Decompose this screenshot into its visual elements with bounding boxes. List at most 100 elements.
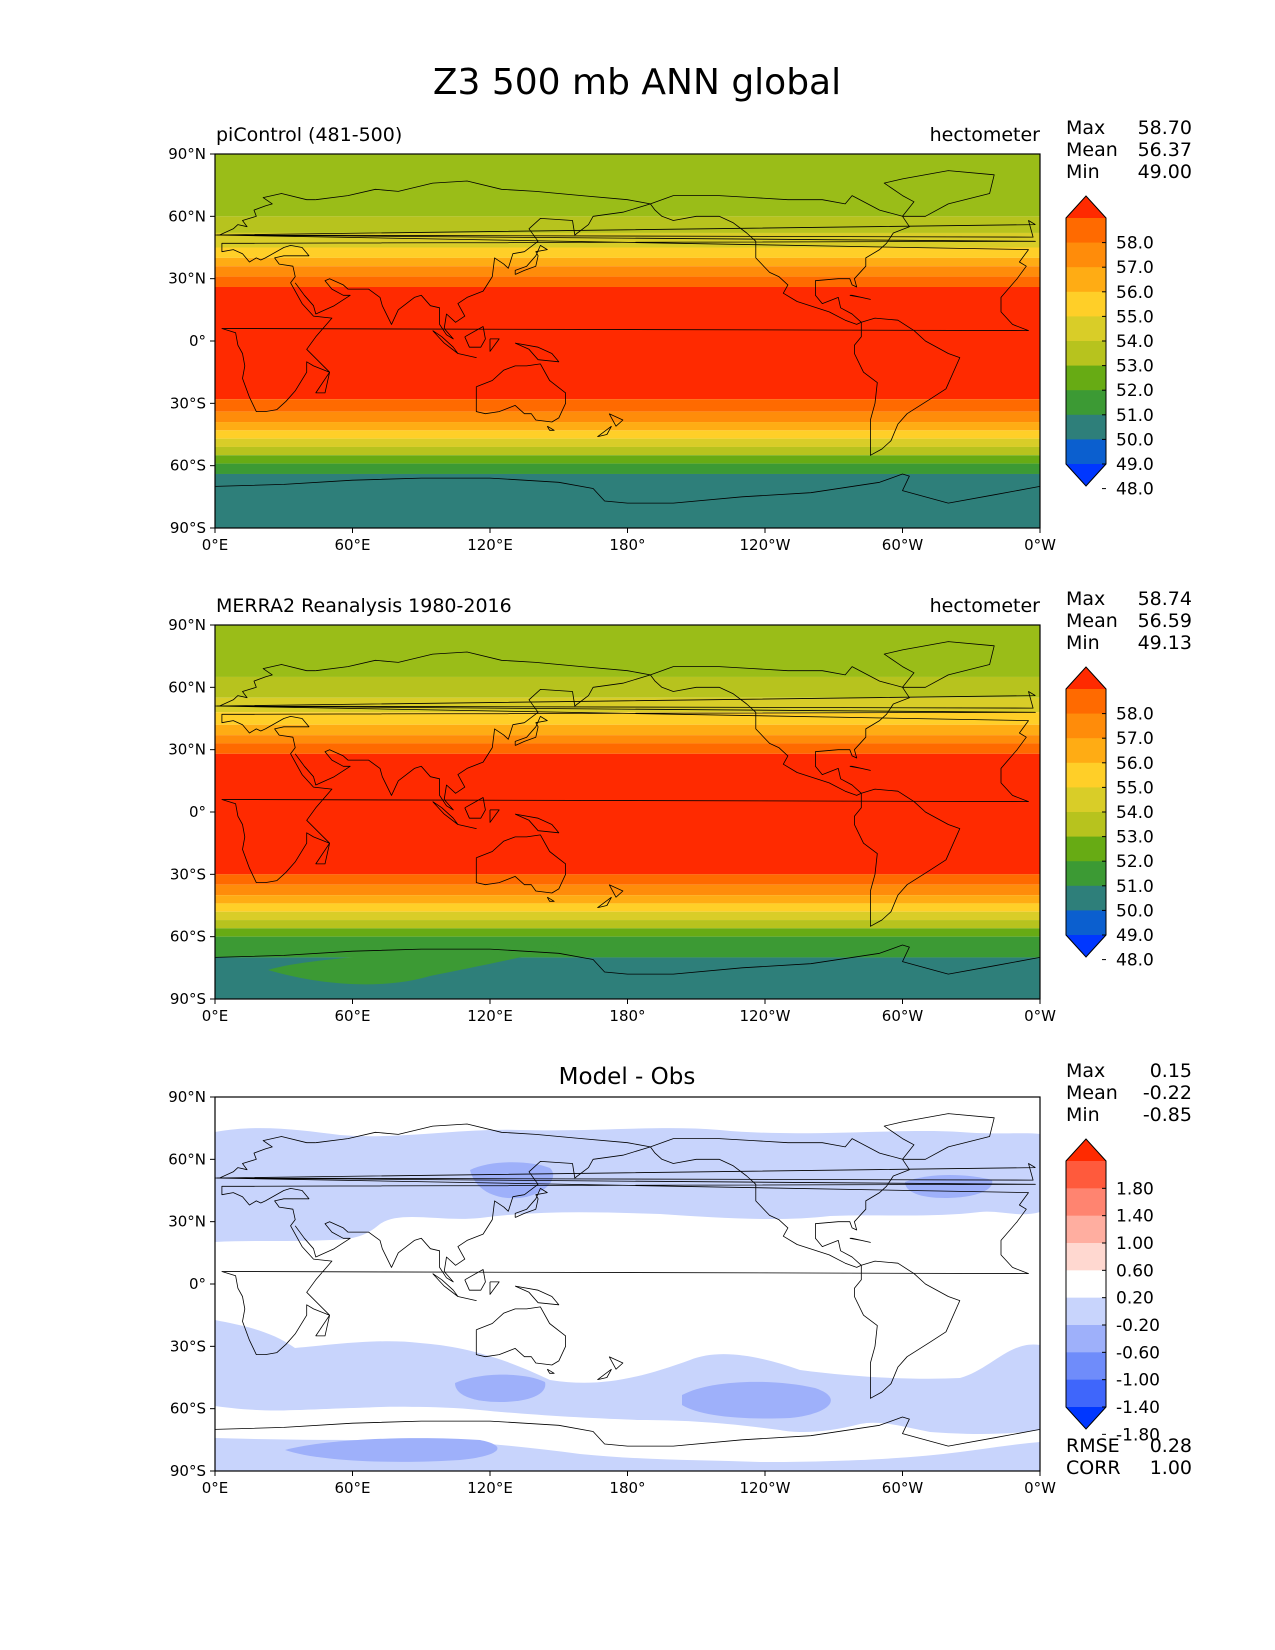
colorbar-label: 56.0 bbox=[1116, 283, 1154, 303]
x-tick-label: 180° bbox=[609, 536, 645, 554]
colorbar-segment bbox=[1066, 1297, 1106, 1326]
coastline bbox=[849, 294, 871, 300]
y-tick-label: 90°N bbox=[168, 145, 206, 163]
figure-title: Z3 500 mb ANN global bbox=[433, 62, 841, 103]
colorbar-label: 56.0 bbox=[1116, 754, 1154, 774]
x-tick-label: 60°E bbox=[334, 1007, 370, 1025]
coastline bbox=[608, 1356, 624, 1370]
y-tick-label: 30°N bbox=[168, 270, 206, 288]
coastline bbox=[849, 1237, 871, 1243]
coastlines bbox=[215, 170, 1040, 504]
colorbar-segment bbox=[1066, 1352, 1106, 1381]
coastline bbox=[216, 1163, 1036, 1181]
colorbar-label: 57.0 bbox=[1116, 729, 1154, 749]
y-tick-label: 30°S bbox=[170, 394, 206, 412]
panel-test: piControl (481-500) hectometer 0°E 60°E 12… bbox=[168, 117, 1192, 554]
colorbar-segment bbox=[1066, 390, 1106, 416]
coastline bbox=[216, 691, 1036, 709]
colorbar-segment bbox=[1066, 267, 1106, 293]
colorbar: 58.0 57.0 56.0 55.0 54.0 53.0 52.0 51.0 50.0 49.0… bbox=[1065, 195, 1154, 500]
colorbar-label: 0.60 bbox=[1116, 1261, 1154, 1281]
y-tick-label: 90°N bbox=[168, 616, 206, 634]
coastline bbox=[475, 363, 566, 423]
contour-band bbox=[215, 154, 1040, 217]
y-tick-label: 60°N bbox=[168, 678, 206, 696]
axis-ticks: 0°E 60°E 120°E 180° 120°W 60°W 0°W 90°N 60°N 30°N… bbox=[168, 1088, 1056, 1497]
contour-band bbox=[215, 753, 1040, 875]
contour-band bbox=[215, 735, 1040, 744]
y-tick-label: 30°N bbox=[168, 741, 206, 759]
stat-value: -0.22 bbox=[1143, 1082, 1192, 1104]
stat-value: 58.74 bbox=[1138, 588, 1192, 610]
contour-band bbox=[215, 874, 1040, 885]
contour-band bbox=[215, 903, 1040, 912]
contour-band bbox=[215, 422, 1040, 431]
colorbar-segment bbox=[1066, 1243, 1106, 1271]
stats-box: Max 58.70 Mean 56.37 Min 49.00 bbox=[1066, 117, 1192, 183]
y-tick-label: 90°S bbox=[170, 519, 206, 537]
contour-band bbox=[215, 455, 1040, 464]
colorbar-segment bbox=[1066, 738, 1106, 764]
contour-band bbox=[215, 266, 1040, 277]
coastline bbox=[475, 1306, 566, 1366]
coastline bbox=[546, 896, 555, 902]
contour-band bbox=[215, 928, 1040, 937]
contour-fill bbox=[215, 625, 1040, 999]
axis-ticks: 0°E 60°E 120°E 180° 120°W 60°W 0°W 90°N 60°N 30°N… bbox=[168, 145, 1056, 554]
colorbar: 1.80 1.40 1.00 0.60 0.20 -0.20 -0.60 -1.00 -1.40… bbox=[1065, 1138, 1160, 1445]
colorbar-label: 54.0 bbox=[1116, 332, 1154, 352]
contour-band bbox=[215, 473, 1040, 528]
y-tick-label: 60°S bbox=[170, 928, 206, 946]
contour-band bbox=[215, 743, 1040, 754]
coastline bbox=[854, 788, 961, 927]
x-tick-label: 0°E bbox=[202, 1479, 229, 1497]
stat-label: Min bbox=[1066, 632, 1100, 654]
coastline bbox=[475, 834, 566, 894]
coastline bbox=[215, 1136, 1036, 1355]
stat-label: Mean bbox=[1066, 139, 1118, 161]
colorbar-segment bbox=[1066, 836, 1106, 862]
contour-band bbox=[215, 438, 1040, 447]
coastline bbox=[464, 797, 486, 819]
x-tick-label: 60°W bbox=[882, 1479, 924, 1497]
x-tick-label: 0°W bbox=[1024, 536, 1056, 554]
colorbar-segment bbox=[1066, 910, 1106, 936]
stat-label: Mean bbox=[1066, 1082, 1118, 1104]
contour-band bbox=[215, 625, 1040, 677]
axis-ticks: 0°E 60°E 120°E 180° 120°W 60°W 0°W 90°N 60°N 30°N… bbox=[168, 616, 1056, 1025]
x-tick-label: 120°E bbox=[467, 536, 513, 554]
colorbar-label: 52.0 bbox=[1116, 852, 1154, 872]
colorbar-label: 0.20 bbox=[1116, 1289, 1154, 1309]
x-tick-label: 120°W bbox=[740, 536, 791, 554]
coastline bbox=[457, 1296, 477, 1301]
x-tick-label: 60°W bbox=[882, 536, 924, 554]
y-tick-label: 0° bbox=[189, 332, 206, 350]
colorbar-segment bbox=[1066, 812, 1106, 838]
y-tick-label: 90°N bbox=[168, 1088, 206, 1106]
contour-band bbox=[215, 936, 1040, 958]
stat-label: Max bbox=[1066, 117, 1105, 139]
coastline bbox=[854, 1260, 961, 1399]
y-tick-label: 60°N bbox=[168, 207, 206, 225]
coastline bbox=[849, 765, 871, 771]
contour-band bbox=[215, 247, 1040, 258]
y-tick-label: 90°S bbox=[170, 990, 206, 1008]
colorbar-extend-min bbox=[1066, 935, 1106, 957]
y-tick-label: 60°S bbox=[170, 1400, 206, 1418]
colorbar-segment bbox=[1066, 1188, 1106, 1217]
coastline bbox=[650, 666, 910, 796]
colorbar-label: 58.0 bbox=[1116, 234, 1154, 254]
contour-band bbox=[215, 216, 1040, 233]
colorbar-segment bbox=[1066, 1325, 1106, 1353]
coastline bbox=[515, 1285, 560, 1306]
colorbar-label: 57.0 bbox=[1116, 258, 1154, 278]
x-tick-label: 120°E bbox=[467, 1007, 513, 1025]
y-tick-label: 30°N bbox=[168, 1213, 206, 1231]
coastline bbox=[514, 245, 548, 275]
colorbar-segment bbox=[1066, 291, 1106, 317]
panel-diff: Model - Obs 0°E 60°E 120°E 180° 120°W 60°W 0°W… bbox=[168, 1060, 1192, 1497]
footer-stats: RMSE 0.28 CORR 1.00 bbox=[1066, 1435, 1192, 1479]
colorbar-label: 51.0 bbox=[1116, 406, 1154, 426]
panel-units: hectometer bbox=[930, 595, 1041, 617]
footer-stat-label: RMSE bbox=[1066, 1435, 1120, 1457]
